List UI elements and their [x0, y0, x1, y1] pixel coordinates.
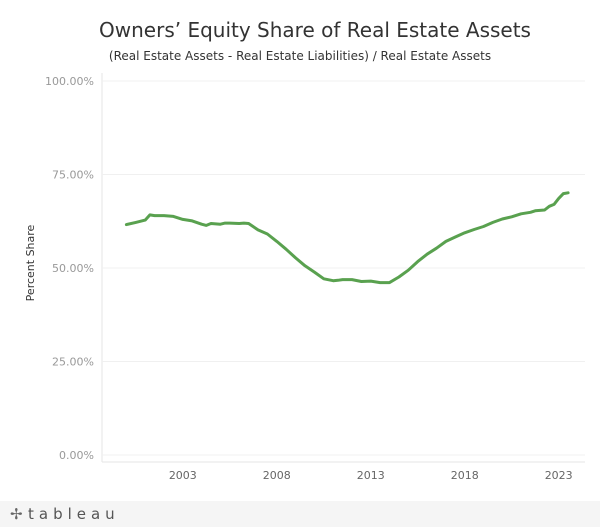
series-line[interactable]: [124, 191, 570, 285]
x-tick-label: 2023: [545, 469, 573, 482]
x-tick-label: 2013: [357, 469, 385, 482]
chart-title: Owners’ Equity Share of Real Estate Asse…: [99, 18, 531, 42]
y-axis-label: Percent Share: [24, 224, 37, 301]
footer-bar: ✢ tableau: [0, 501, 600, 527]
line-chart: 100.00%75.00%50.00%25.00%0.00% 2003 2008 2…: [24, 73, 585, 482]
grid-lines: [101, 73, 585, 463]
tableau-logo-icon[interactable]: ✢: [10, 505, 23, 523]
y-tick-label: 25.00%: [52, 356, 94, 369]
tableau-brand-link[interactable]: tableau: [28, 505, 120, 523]
y-tick-label: 75.00%: [52, 169, 94, 182]
x-tick-label: 2008: [263, 469, 291, 482]
y-axis-ticks: 100.00% 75.00% 50.00% 25.00% 0.00%: [45, 75, 94, 462]
x-tick-label: 2018: [451, 469, 479, 482]
x-tick-label: 2003: [169, 469, 197, 482]
y-tick-label: 50.00%: [52, 262, 94, 275]
chart-subtitle: (Real Estate Assets - Real Estate Liabil…: [108, 49, 492, 63]
y-tick-label: 100.00%: [45, 75, 94, 88]
x-axis-ticks: 2003 2008 2013 2018 2023: [169, 469, 573, 482]
series-lines: [124, 191, 570, 285]
y-tick-label: 0.00%: [59, 449, 94, 462]
